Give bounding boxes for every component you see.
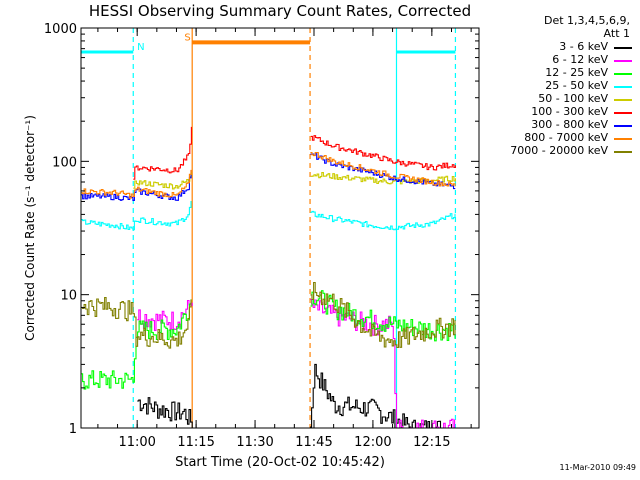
annotation-2: S [184,32,190,43]
series-line-6-12-kev-2 [310,298,456,429]
y-tick-label-1000: 1000 [44,22,77,37]
series-line-300-800-kev-1 [81,170,192,202]
legend-item-100-300-kev: 100 - 300 keV [480,105,638,118]
legend-item-7000-20000-kev: 7000 - 20000 keV [480,144,638,157]
legend-swatch [614,151,632,153]
x-tick-label-12-15: 12:15 [413,435,450,450]
series-line-7000-20000-kev-2 [310,281,456,349]
series-line-7000-20000-kev-1 [81,296,192,349]
legend-label: 25 - 50 keV [545,79,608,92]
legend-item-12-25-kev: 12 - 25 keV [480,66,638,79]
legend-label: 50 - 100 keV [538,92,608,105]
plot-frame [80,27,480,429]
y-axis-label: Corrected Count Rate (s⁻¹ detector⁻¹) [23,115,37,341]
legend-header-line-1: Det 1,3,4,5,6,9, [543,14,630,27]
legend-label: 3 - 6 keV [559,40,608,53]
legend-item-50-100-kev: 50 - 100 keV [480,92,638,105]
x-axis-label: Start Time (20-Oct-02 10:45:42) [175,455,385,470]
legend-item-300-800-kev: 300 - 800 keV [480,118,638,131]
series-line-50-100-kev-1 [133,172,192,190]
legend-swatch [614,73,632,75]
series-line-800-7000-kev-2 [310,152,456,187]
series-line-100-300-kev-2 [310,135,456,171]
legend-item-800-7000-kev: 800 - 7000 keV [480,131,638,144]
series-line-800-7000-kev-1 [81,169,192,199]
legend-swatch [614,60,632,62]
series-line-100-300-kev-1 [133,126,192,180]
legend-item-25-50-kev: 25 - 50 keV [480,79,638,92]
x-tick-label-11-00: 11:00 [118,435,155,450]
x-tick-label-11-30: 11:30 [236,435,273,450]
chart-title: HESSI Observing Summary Count Rates, Cor… [89,2,471,20]
legend-swatch [614,112,632,114]
series-line-25-50-kev-1 [81,201,192,231]
y-tick-label-1: 1 [69,422,77,437]
y-tick-label-10: 10 [60,289,77,304]
x-tick-label-12-00: 12:00 [354,435,391,450]
series-line-25-50-kev-2 [310,210,456,231]
series-line-3-6-kev-1 [137,397,193,428]
legend-item-3-6-kev: 3 - 6 keV [480,40,638,53]
x-tick-label-11-15: 11:15 [177,435,214,450]
y-tick-label-100: 100 [52,155,77,170]
legend-label: 100 - 300 keV [531,105,608,118]
legend-label: 6 - 12 keV [552,53,608,66]
legend-label: 12 - 25 keV [545,66,608,79]
legend-item-6-12-kev: 6 - 12 keV [480,53,638,66]
legend-swatch [614,125,632,127]
footer-timestamp: 11-Mar-2010 09:49 [559,463,637,472]
series-line-3-6-kev-2 [310,363,452,429]
plot-area: NS [81,28,457,429]
legend-label: 300 - 800 keV [531,118,608,131]
x-axis: 11:00 11:15 11:30 11:45 12:00 12:15 [97,28,472,450]
annotation-1: N [137,42,144,53]
legend-swatch [614,86,632,88]
legend-swatch [614,138,632,140]
legend-header-line-2: Att 1 [603,27,630,40]
x-tick-label-11-45: 11:45 [295,435,332,450]
legend-label: 800 - 7000 keV [524,131,608,144]
legend-swatch [614,99,632,101]
legend-swatch [614,47,632,49]
y-axis: 1 10 100 1000 [44,22,479,437]
legend-label: 7000 - 20000 keV [510,144,608,157]
